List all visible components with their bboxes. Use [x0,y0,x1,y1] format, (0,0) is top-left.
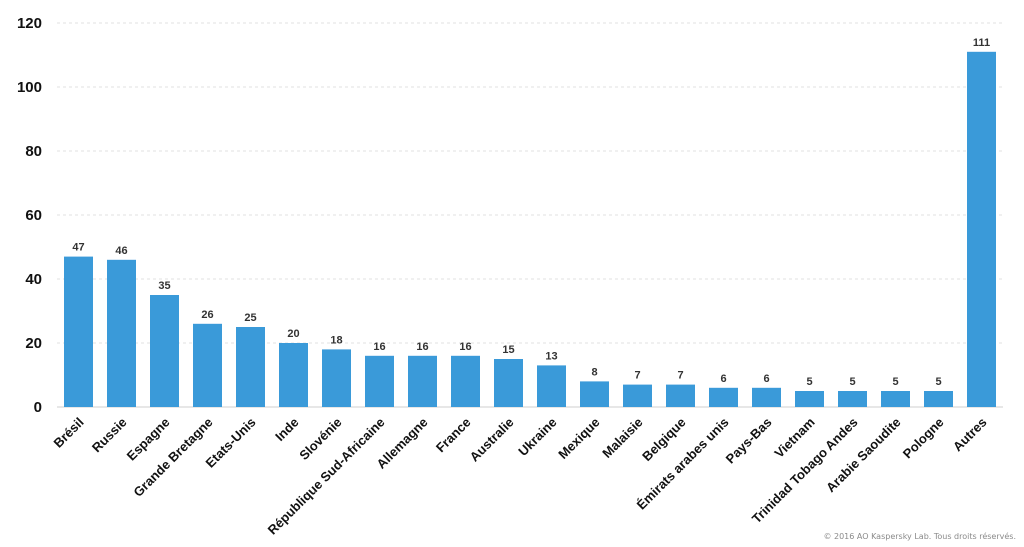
data-label: 6 [763,373,769,385]
data-label: 46 [115,245,127,257]
y-tick-label: 100 [17,79,42,96]
bar [580,381,609,407]
x-tick-label: Mexique [555,415,602,462]
data-label: 35 [158,280,170,292]
data-label: 6 [720,373,726,385]
bar [451,355,480,407]
x-tick-label: Australie [467,415,517,465]
bar [967,51,996,408]
data-label: 47 [72,242,84,254]
data-label: 7 [634,370,640,382]
bar [537,365,566,407]
y-tick-label: 80 [25,143,42,160]
data-label: 8 [591,366,597,378]
bars [64,51,996,408]
bar [924,391,953,407]
x-tick-label: France [433,415,474,456]
bar [279,343,308,407]
y-tick-label: 60 [25,207,42,224]
data-label: 111 [973,37,990,49]
x-tick-label: Grande Bretagne [130,415,215,500]
data-label: 16 [459,341,471,353]
x-tick-label: Inde [272,415,302,445]
bar [752,387,781,407]
x-tick-label: Pologne [900,415,947,462]
data-labels: 47 46 35 26 25 20 18 16 16 16 15 13 8 7 7 6 6 5 5 5 5 111 [72,37,990,388]
bar [322,349,351,407]
data-label: 5 [935,376,941,388]
x-tick-label: Russie [89,415,130,456]
bar [795,391,824,407]
bar [881,391,910,407]
copyright-notice: © 2016 AO Kaspersky Lab. Tous droits rés… [823,532,1016,541]
bar [666,384,695,407]
bar [150,295,179,407]
data-label: 13 [545,350,557,362]
x-tick-label: Arabie Saoudite [823,415,904,496]
data-label: 15 [502,344,514,356]
x-tick-label: Pays-Bas [723,415,775,467]
bar [838,391,867,407]
data-label: 26 [201,309,213,321]
bar [623,384,652,407]
y-tick-label: 40 [25,271,42,288]
data-label: 25 [244,312,256,324]
bar [408,355,437,407]
data-label: 18 [330,334,342,346]
x-tick-label: Brésil [50,415,86,451]
bar [64,256,93,407]
y-tick-label: 20 [25,335,42,352]
bar [107,259,136,407]
data-label: 5 [806,376,812,388]
x-tick-label: Ukraine [515,415,559,459]
y-tick-label: 120 [17,15,42,32]
data-label: 20 [287,328,299,340]
data-label: 16 [416,341,428,353]
x-tick-label: Autres [950,415,990,455]
bar [494,359,523,407]
data-label: 16 [373,341,385,353]
bar [236,327,265,407]
bar [365,355,394,407]
bar [193,323,222,407]
bar [709,387,738,407]
y-axis-ticks: 0 20 40 60 80 100 120 [17,15,42,416]
data-label: 5 [849,376,855,388]
data-label: 5 [892,376,898,388]
data-label: 7 [677,370,683,382]
y-tick-label: 0 [34,399,42,416]
